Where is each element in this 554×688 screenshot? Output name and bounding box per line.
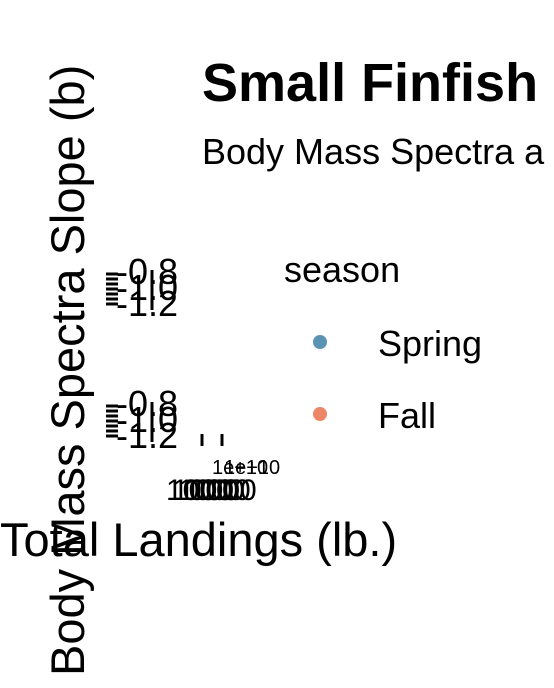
panel-2-x-tick-label-small: 1e+10: [224, 457, 280, 479]
legend-entry-fall: Fall: [313, 395, 436, 436]
legend: season Spring Fall: [284, 249, 482, 436]
panel-1-y-tick-label: -1.0: [116, 267, 178, 308]
panel-2-y-tick-label: -0.8: [116, 383, 178, 424]
panel-2-x-ticks: [200, 434, 224, 446]
panel-2-y-ticks: [106, 402, 154, 442]
chart-title: Small Finfish: [202, 53, 538, 113]
panel-2-y-tick-label: -1.0: [116, 399, 178, 440]
panel-2-y-tick-label: -1.2: [116, 415, 178, 456]
x-axis-title: Total Landings (lb.): [0, 513, 397, 566]
panel-1-y-tick-label: -0.8: [116, 251, 178, 292]
panel-1-y-ticks: [106, 270, 154, 310]
panel-1-y-axis: -0.8 -1.0 -1.2: [106, 251, 178, 324]
panel-2-x-tick-label: 1000: [184, 474, 251, 507]
panel-2-x-tick-label-small: 1e+10: [212, 457, 268, 479]
chart-subtitle: Body Mass Spectra a: [202, 131, 545, 172]
legend-key-fall: [313, 407, 327, 421]
panel-1-y-tick-label: -1.2: [116, 283, 178, 324]
panel-2-x-tick-label: 1000: [172, 474, 239, 507]
legend-label-spring: Spring: [378, 323, 482, 364]
panel-2-x-tick-label: 1000: [166, 474, 233, 507]
legend-label-fall: Fall: [378, 395, 436, 436]
legend-key-spring: [313, 335, 327, 349]
legend-title: season: [284, 249, 400, 290]
legend-entry-spring: Spring: [313, 323, 482, 364]
panel-2-x-tick-label: 1000: [190, 474, 257, 507]
panel-2-y-axis: -0.8 -1.0 -1.2 1000 1000 1000 1000 1000 …: [106, 383, 280, 507]
panel-2-x-tick-label: 1000: [178, 474, 245, 507]
y-axis-title: Body Mass Spectra Slope (b): [41, 65, 94, 676]
